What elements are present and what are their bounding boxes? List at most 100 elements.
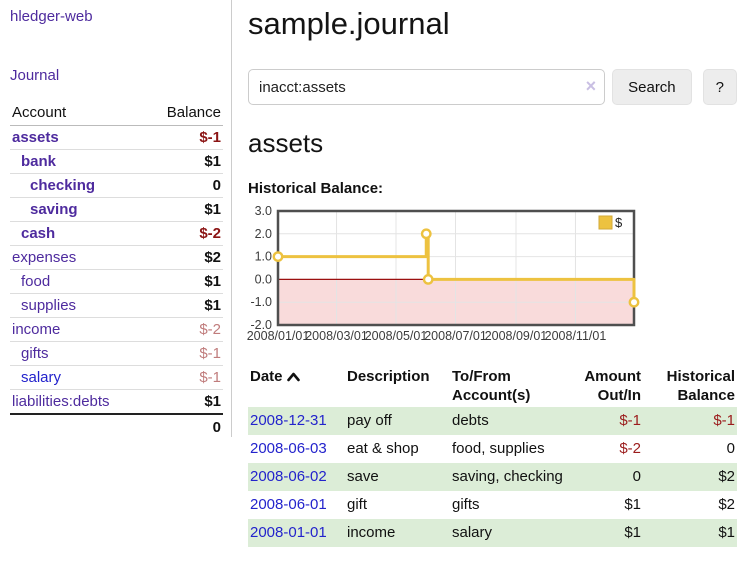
account-row: gifts $-1 [10,341,223,366]
col-accounts: To/From Account(s) [452,368,531,404]
transaction-date-link[interactable]: 2008-06-02 [250,468,327,485]
account-link[interactable]: saving [30,201,78,218]
register-row: 2008-06-02 save saving, checking 0 $2 [248,463,737,491]
search-button[interactable]: Search [612,69,692,105]
sidebar-item-journal[interactable]: Journal [10,67,60,84]
register-balance-cell: $2 [718,496,735,513]
help-button[interactable]: ? [702,69,737,105]
account-link[interactable]: expenses [12,249,77,266]
svg-text:-1.0: -1.0 [250,295,272,309]
account-balance: $-2 [145,317,223,342]
register-balance-cell: $2 [718,468,735,485]
register-date-cell: 2008-06-01 [248,491,345,519]
register-description-cell: eat & shop [347,440,419,457]
account-balance: $1 [145,197,223,222]
register-balance-cell: 0 [726,440,735,457]
register-balance-cell: $1 [718,524,735,541]
register-date-cell: 2008-12-31 [248,407,345,435]
account-link[interactable]: bank [21,153,57,170]
account-row: assets $-1 [10,126,223,150]
account-link[interactable]: liabilities:debts [12,393,110,410]
account-link[interactable]: assets [12,129,59,146]
search-form: × Search ? [248,69,737,105]
account-row: income $-2 [10,317,223,342]
account-row: supplies $1 [10,293,223,318]
register-table: Date Description To/From Account(s) Amoun… [248,365,737,547]
account-balance: $1 [145,149,223,174]
register-amount-cell: $1 [624,496,641,513]
register-amount-cell: $-2 [619,440,641,457]
account-row: checking 0 [10,173,223,198]
sort-ascending-icon [286,368,300,387]
account-balance: $2 [145,245,223,270]
svg-text:1.0: 1.0 [255,250,272,264]
svg-text:2008/11/01: 2008/11/01 [545,329,607,343]
svg-text:-2.0: -2.0 [250,318,272,332]
svg-text:2008/05/01: 2008/05/01 [365,329,428,343]
page-title: sample.journal [248,6,450,41]
col-amount: Amount Out/In [584,368,641,404]
register-date-cell: 2008-06-02 [248,463,345,491]
account-link[interactable]: income [12,321,61,338]
account-link[interactable]: food [21,273,51,290]
account-link[interactable]: checking [30,177,96,194]
svg-text:3.0: 3.0 [255,204,272,218]
account-link[interactable]: cash [21,225,56,242]
app-title-link[interactable]: hledger-web [10,8,93,25]
svg-text:0.0: 0.0 [255,272,272,286]
register-row: 2008-06-01 gift gifts $1 $2 [248,491,737,519]
account-balance: $1 [145,293,223,318]
register-description-cell: income [347,524,396,541]
register-table-body: 2008-12-31 pay off debts $-1 $-1 2008-06-03 ea… [248,407,737,547]
svg-text:2008/09/01: 2008/09/01 [485,329,548,343]
account-balance: $1 [145,389,223,414]
accounts-total-value: 0 [145,413,223,440]
account-link[interactable]: salary [21,369,62,386]
register-accounts-cell: salary [452,524,493,541]
register-amount-cell: $1 [624,524,641,541]
register-amount-cell: $-1 [619,412,641,429]
chart-canvas: $3.0 2.0 1.0 0.0 -1.0 -2.02008/01/012008/03/0… [247,204,640,343]
register-amount-cell: 0 [632,468,641,485]
register-accounts-cell: food, supplies [452,440,545,457]
account-balance: $-1 [145,365,223,390]
svg-text:2008/03/01: 2008/03/01 [305,329,368,343]
svg-text:2008/01/01: 2008/01/01 [247,329,310,343]
register-description-cell: pay off [347,412,392,429]
register-description-cell: save [347,468,379,485]
account-balance: $-1 [145,341,223,366]
account-row: expenses $2 [10,245,223,270]
main-content: sample.journal × Search ? assets Histori… [245,0,737,547]
account-balance: $-2 [145,221,223,246]
svg-text:$: $ [615,215,623,230]
transaction-date-link[interactable]: 2008-12-31 [250,412,327,429]
account-balance: $1 [145,269,223,294]
register-date-cell: 2008-06-03 [248,435,345,463]
svg-text:2.0: 2.0 [255,227,272,241]
register-balance-cell: $-1 [713,412,735,429]
accounts-col-balance: Balance [145,101,223,126]
accounts-total-row: 0 [10,413,223,440]
account-row: cash $-2 [10,221,223,246]
search-input[interactable] [248,69,606,105]
col-historical-balance: Historical Balance [666,368,735,404]
chart-title: Historical Balance: [248,180,384,197]
account-link[interactable]: supplies [21,297,77,314]
account-row: saving $1 [10,197,223,222]
register-accounts-cell: debts [452,412,489,429]
transaction-date-link[interactable]: 2008-01-01 [250,524,327,541]
account-row: food $1 [10,269,223,294]
transaction-date-link[interactable]: 2008-06-01 [250,496,327,513]
register-row: 2008-12-31 pay off debts $-1 $-1 [248,407,737,435]
account-row: salary $-1 [10,365,223,390]
clear-search-icon[interactable]: × [585,76,597,96]
historical-balance-chart: $3.0 2.0 1.0 0.0 -1.0 -2.0 2008/01/01 2008/03/0… [245,202,734,354]
accounts-table: Account Balance assets $-1 bank $1 checking 0… [10,101,223,440]
register-date-cell: 2008-01-01 [248,519,345,547]
transaction-date-link[interactable]: 2008-06-03 [250,440,327,457]
register-row: 2008-01-01 income salary $1 $1 [248,519,737,547]
register-header-row: Date Description To/From Account(s) Amoun… [248,365,737,407]
col-date[interactable]: Date [248,365,345,407]
svg-text:2008/07/01: 2008/07/01 [424,329,487,343]
account-link[interactable]: gifts [21,345,49,362]
